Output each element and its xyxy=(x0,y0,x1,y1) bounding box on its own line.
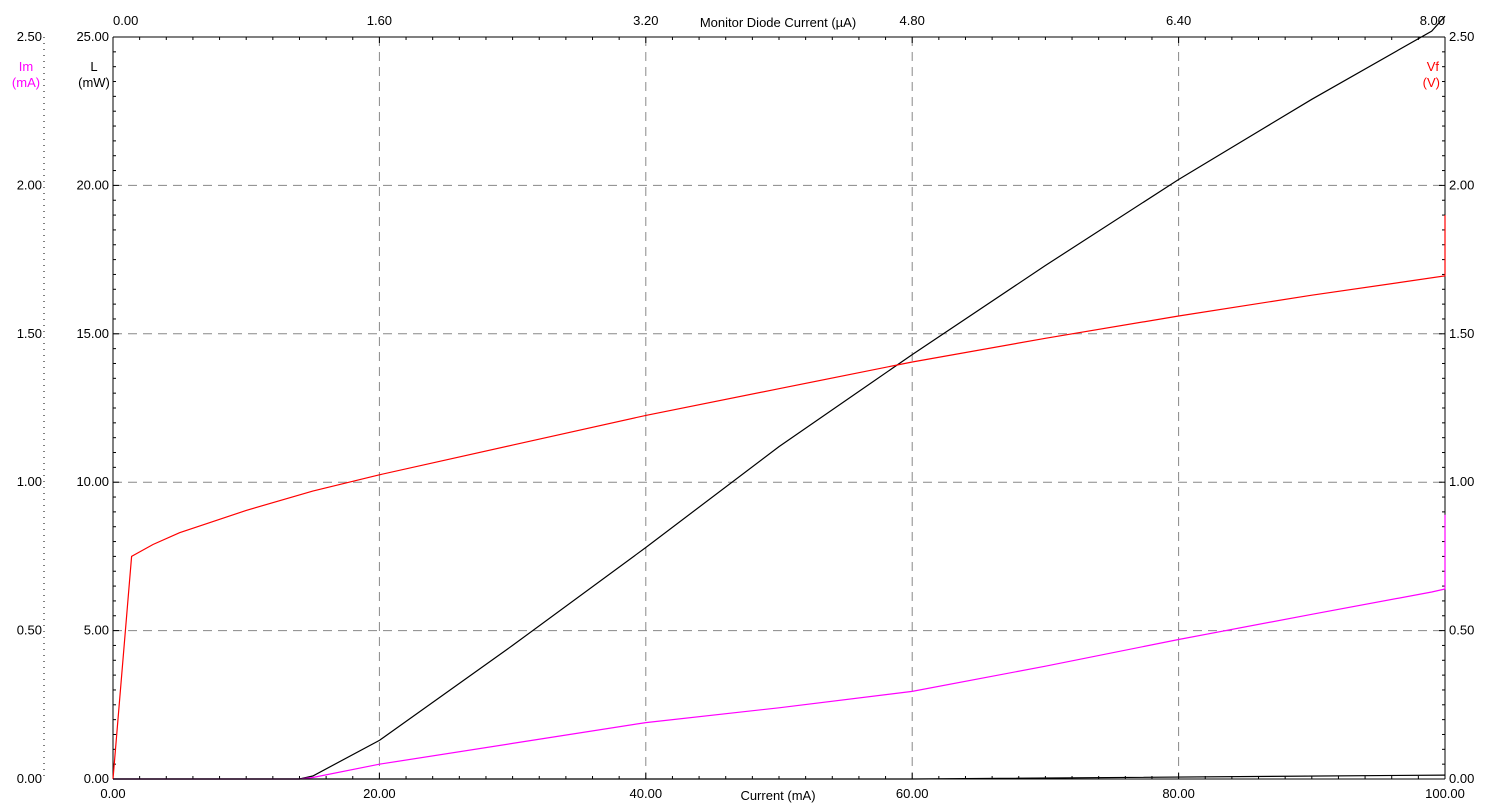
series-line-l xyxy=(113,15,1446,780)
x-tick-label: 80.00 xyxy=(1162,786,1195,801)
l-tick-label: 15.00 xyxy=(76,326,109,341)
im-tick-label: 1.50 xyxy=(17,326,42,341)
plot-frame xyxy=(43,36,1446,780)
x2-tick-label: 4.80 xyxy=(900,13,925,28)
data-series xyxy=(112,15,1446,780)
l-tick-label: 25.00 xyxy=(76,29,109,44)
x2-tick-label: 1.60 xyxy=(367,13,392,28)
x2-axis-title: Monitor Diode Current (µA) xyxy=(700,15,856,30)
vf-tick-label: 1.50 xyxy=(1449,326,1474,341)
vf-tick-label: 2.50 xyxy=(1449,29,1474,44)
series-line-im xyxy=(113,514,1446,780)
axis-ticks xyxy=(112,36,1446,780)
x-tick-label: 20.00 xyxy=(363,786,396,801)
x-axis-title: Current (mA) xyxy=(740,788,815,803)
im-tick-label: 2.00 xyxy=(17,177,42,192)
im-axis-label-top: Im xyxy=(19,59,33,74)
x-tick-label: 40.00 xyxy=(630,786,663,801)
x2-tick-label: 8.00 xyxy=(1420,13,1445,28)
im-tick-label: 0.50 xyxy=(17,623,42,638)
l-tick-label: 0.00 xyxy=(84,771,109,786)
series-line-vf xyxy=(112,215,1446,780)
im-axis-label-unit: (mA) xyxy=(12,75,40,90)
grid-lines xyxy=(113,37,1445,779)
x2-tick-label: 6.40 xyxy=(1166,13,1191,28)
l-tick-label: 5.00 xyxy=(84,623,109,638)
vf-tick-label: 0.00 xyxy=(1449,771,1474,786)
im-tick-label: 2.50 xyxy=(17,29,42,44)
l-tick-label: 20.00 xyxy=(76,177,109,192)
im-tick-label: 0.00 xyxy=(17,771,42,786)
l-axis-label-top: L xyxy=(90,59,97,74)
vf-axis-label-unit: (V) xyxy=(1423,75,1440,90)
axis-tick-labels: 0.00 20.00 40.00 60.00 80.00 100.000.00 1.60 3.… xyxy=(17,13,1475,801)
l-axis-label-unit: (mW) xyxy=(78,75,110,90)
series-line-vf xyxy=(113,774,1446,780)
x-tick-label: 60.00 xyxy=(896,786,929,801)
vf-tick-label: 0.50 xyxy=(1449,623,1474,638)
vf-tick-label: 1.00 xyxy=(1449,474,1474,489)
x2-tick-label: 0.00 xyxy=(113,13,138,28)
x-tick-label: 0.00 xyxy=(100,786,125,801)
vf-axis-label-top: Vf xyxy=(1427,59,1440,74)
l-tick-label: 10.00 xyxy=(76,474,109,489)
im-tick-label: 1.00 xyxy=(17,474,42,489)
x-tick-label: 100.00 xyxy=(1425,786,1465,801)
x2-tick-label: 3.20 xyxy=(633,13,658,28)
vf-tick-label: 2.00 xyxy=(1449,177,1474,192)
